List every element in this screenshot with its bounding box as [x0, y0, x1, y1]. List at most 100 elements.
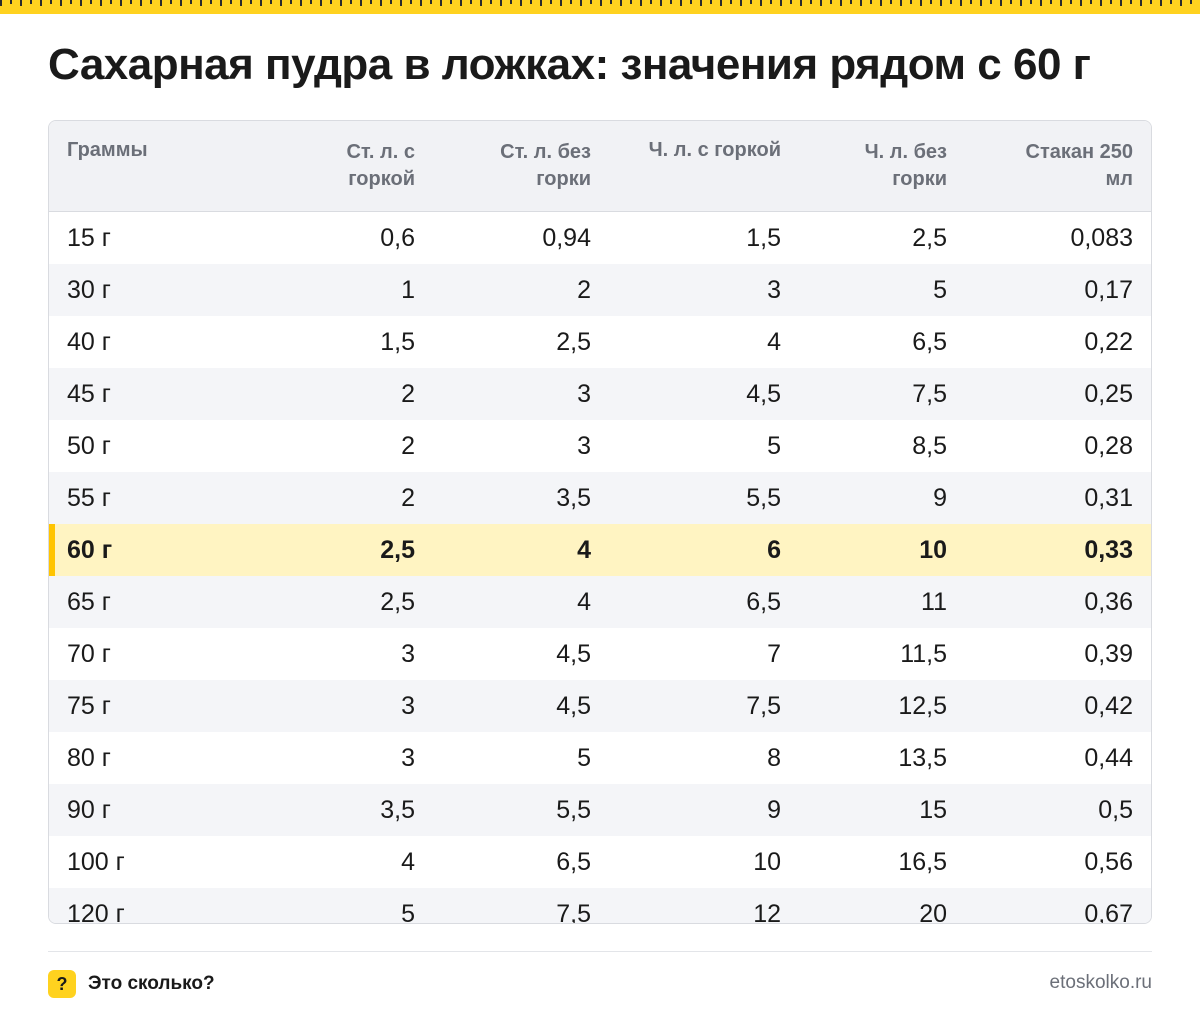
cell-tbsp-heaped: 3 [401, 639, 415, 668]
header-tbsp-level: Ст. л. без горки [431, 121, 605, 212]
conversion-table: Граммы Ст. л. с горкой Ст. л. без горки … [48, 120, 1152, 924]
cell-grams: 55 г [49, 472, 259, 524]
cell-glass-250ml: 0,083 [1070, 223, 1133, 252]
cell-tbsp-level: 5 [577, 743, 591, 772]
table-row: 65 г 2,5 4 6,5 11 0,36 [49, 576, 1151, 628]
cell-tsp-heaped: 5 [767, 431, 781, 460]
cell-tbsp-heaped: 1 [259, 264, 431, 316]
table-row: 45 г 2 3 4,5 7,5 0,25 [49, 368, 1151, 420]
cell-tsp-heaped: 4 [767, 327, 781, 356]
site-url: etoskolko.ru [1049, 972, 1152, 993]
cell-tsp-heaped: 1,5 [746, 223, 781, 252]
cell-tsp-heaped: 7 [767, 639, 781, 668]
cell-grams: 65 г [49, 576, 259, 628]
cell-tbsp-heaped: 0,6 [380, 223, 415, 252]
cell-grams: 70 г [67, 639, 111, 668]
cell-tsp-heaped: 10 [753, 847, 781, 876]
cell-grams: 40 г [67, 327, 111, 356]
cell-tbsp-level: 4,5 [556, 639, 591, 668]
cell-tsp-heaped: 5,5 [605, 472, 789, 524]
cell-tsp-heaped: 6 [605, 524, 789, 576]
cell-grams: 45 г [49, 368, 259, 420]
cell-grams: 60 г [49, 524, 259, 576]
cell-tsp-level: 16,5 [898, 847, 947, 876]
cell-tbsp-level: 4,5 [431, 680, 605, 732]
cell-grams: 100 г [67, 847, 125, 876]
cell-tbsp-heaped: 4 [401, 847, 415, 876]
table-row: 80 г 3 5 8 13,5 0,44 [49, 732, 1151, 784]
table-header-row: Граммы Ст. л. с горкой Ст. л. без горки … [49, 121, 1151, 212]
header-tsp-heaped: Ч. л. с горкой [605, 121, 789, 212]
cell-tbsp-level: 3 [431, 368, 605, 420]
cell-tbsp-level: 6,5 [556, 847, 591, 876]
cell-tbsp-heaped: 2 [259, 368, 431, 420]
footer-divider [48, 951, 1152, 952]
cell-tbsp-heaped: 3 [259, 680, 431, 732]
cell-tsp-level: 11,5 [900, 639, 947, 668]
cell-tsp-level: 6,5 [912, 327, 947, 356]
cell-tsp-heaped: 3 [605, 264, 789, 316]
brand-name: Это сколько? [88, 973, 215, 994]
cell-glass-250ml: 0,22 [1084, 327, 1133, 356]
cell-glass-250ml: 0,25 [963, 368, 1151, 420]
page-title: Сахарная пудра в ложках: значения рядом … [48, 40, 1091, 89]
cell-grams: 15 г [67, 223, 111, 252]
cell-grams: 50 г [67, 431, 111, 460]
cell-tsp-heaped: 8 [767, 743, 781, 772]
cell-tsp-heaped: 12 [605, 888, 789, 923]
cell-tsp-level: 12,5 [789, 680, 963, 732]
cell-tbsp-level: 4 [431, 524, 605, 576]
cell-tsp-heaped: 7,5 [605, 680, 789, 732]
cell-glass-250ml: 0,44 [1084, 743, 1133, 772]
cell-tsp-level: 8,5 [912, 431, 947, 460]
table-row: 40 г 1,5 2,5 4 6,5 0,22 [49, 316, 1151, 368]
header-tbsp-heaped: Ст. л. с горкой [259, 121, 431, 212]
cell-tsp-level: 7,5 [789, 368, 963, 420]
cell-grams: 75 г [49, 680, 259, 732]
cell-tbsp-heaped: 3,5 [259, 784, 431, 836]
cell-tsp-level: 10 [789, 524, 963, 576]
cell-glass-250ml: 0,17 [963, 264, 1151, 316]
header-grams: Граммы [49, 121, 259, 212]
cell-tbsp-level: 2,5 [556, 327, 591, 356]
cell-tbsp-level: 3 [577, 431, 591, 460]
cell-tsp-heaped: 6,5 [605, 576, 789, 628]
table-row: 50 г 2 3 5 8,5 0,28 [49, 420, 1151, 472]
brand: ? Это сколько? [48, 970, 215, 998]
cell-tbsp-level: 2 [431, 264, 605, 316]
table-row: 75 г 3 4,5 7,5 12,5 0,42 [49, 680, 1151, 732]
table-row: 70 г 3 4,5 7 11,5 0,39 [49, 628, 1151, 680]
cell-tbsp-heaped: 5 [259, 888, 431, 923]
cell-tsp-level: 9 [789, 472, 963, 524]
table-row: 15 г 0,6 0,94 1,5 2,5 0,083 [49, 212, 1151, 265]
cell-tsp-level: 15 [789, 784, 963, 836]
question-mark-icon: ? [48, 970, 76, 998]
cell-grams: 90 г [49, 784, 259, 836]
cell-tbsp-level: 3,5 [431, 472, 605, 524]
header-glass-250ml: Стакан 250 мл [963, 121, 1151, 212]
cell-tbsp-level: 4 [431, 576, 605, 628]
cell-glass-250ml: 0,33 [963, 524, 1151, 576]
cell-tsp-level: 20 [789, 888, 963, 923]
cell-tsp-level: 5 [789, 264, 963, 316]
table-row: 90 г 3,5 5,5 9 15 0,5 [49, 784, 1151, 836]
cell-glass-250ml: 0,39 [1084, 639, 1133, 668]
cell-tbsp-heaped: 1,5 [380, 327, 415, 356]
cell-tbsp-heaped: 2,5 [259, 524, 431, 576]
cell-tsp-heaped: 4,5 [605, 368, 789, 420]
cell-grams: 80 г [67, 743, 111, 772]
cell-glass-250ml: 0,5 [963, 784, 1151, 836]
cell-glass-250ml: 0,28 [1084, 431, 1133, 460]
table-row-highlighted: 60 г 2,5 4 6 10 0,33 [49, 524, 1151, 576]
cell-grams: 120 г [49, 888, 259, 923]
cell-glass-250ml: 0,67 [963, 888, 1151, 923]
cell-tbsp-level: 0,94 [542, 223, 591, 252]
cell-glass-250ml: 0,31 [963, 472, 1151, 524]
cell-tsp-heaped: 9 [605, 784, 789, 836]
table-row: 30 г 1 2 3 5 0,17 [49, 264, 1151, 316]
cell-tbsp-level: 5,5 [431, 784, 605, 836]
cell-tbsp-heaped: 2 [401, 431, 415, 460]
cell-glass-250ml: 0,42 [963, 680, 1151, 732]
cell-tsp-level: 2,5 [912, 223, 947, 252]
cell-tsp-level: 11 [789, 576, 963, 628]
